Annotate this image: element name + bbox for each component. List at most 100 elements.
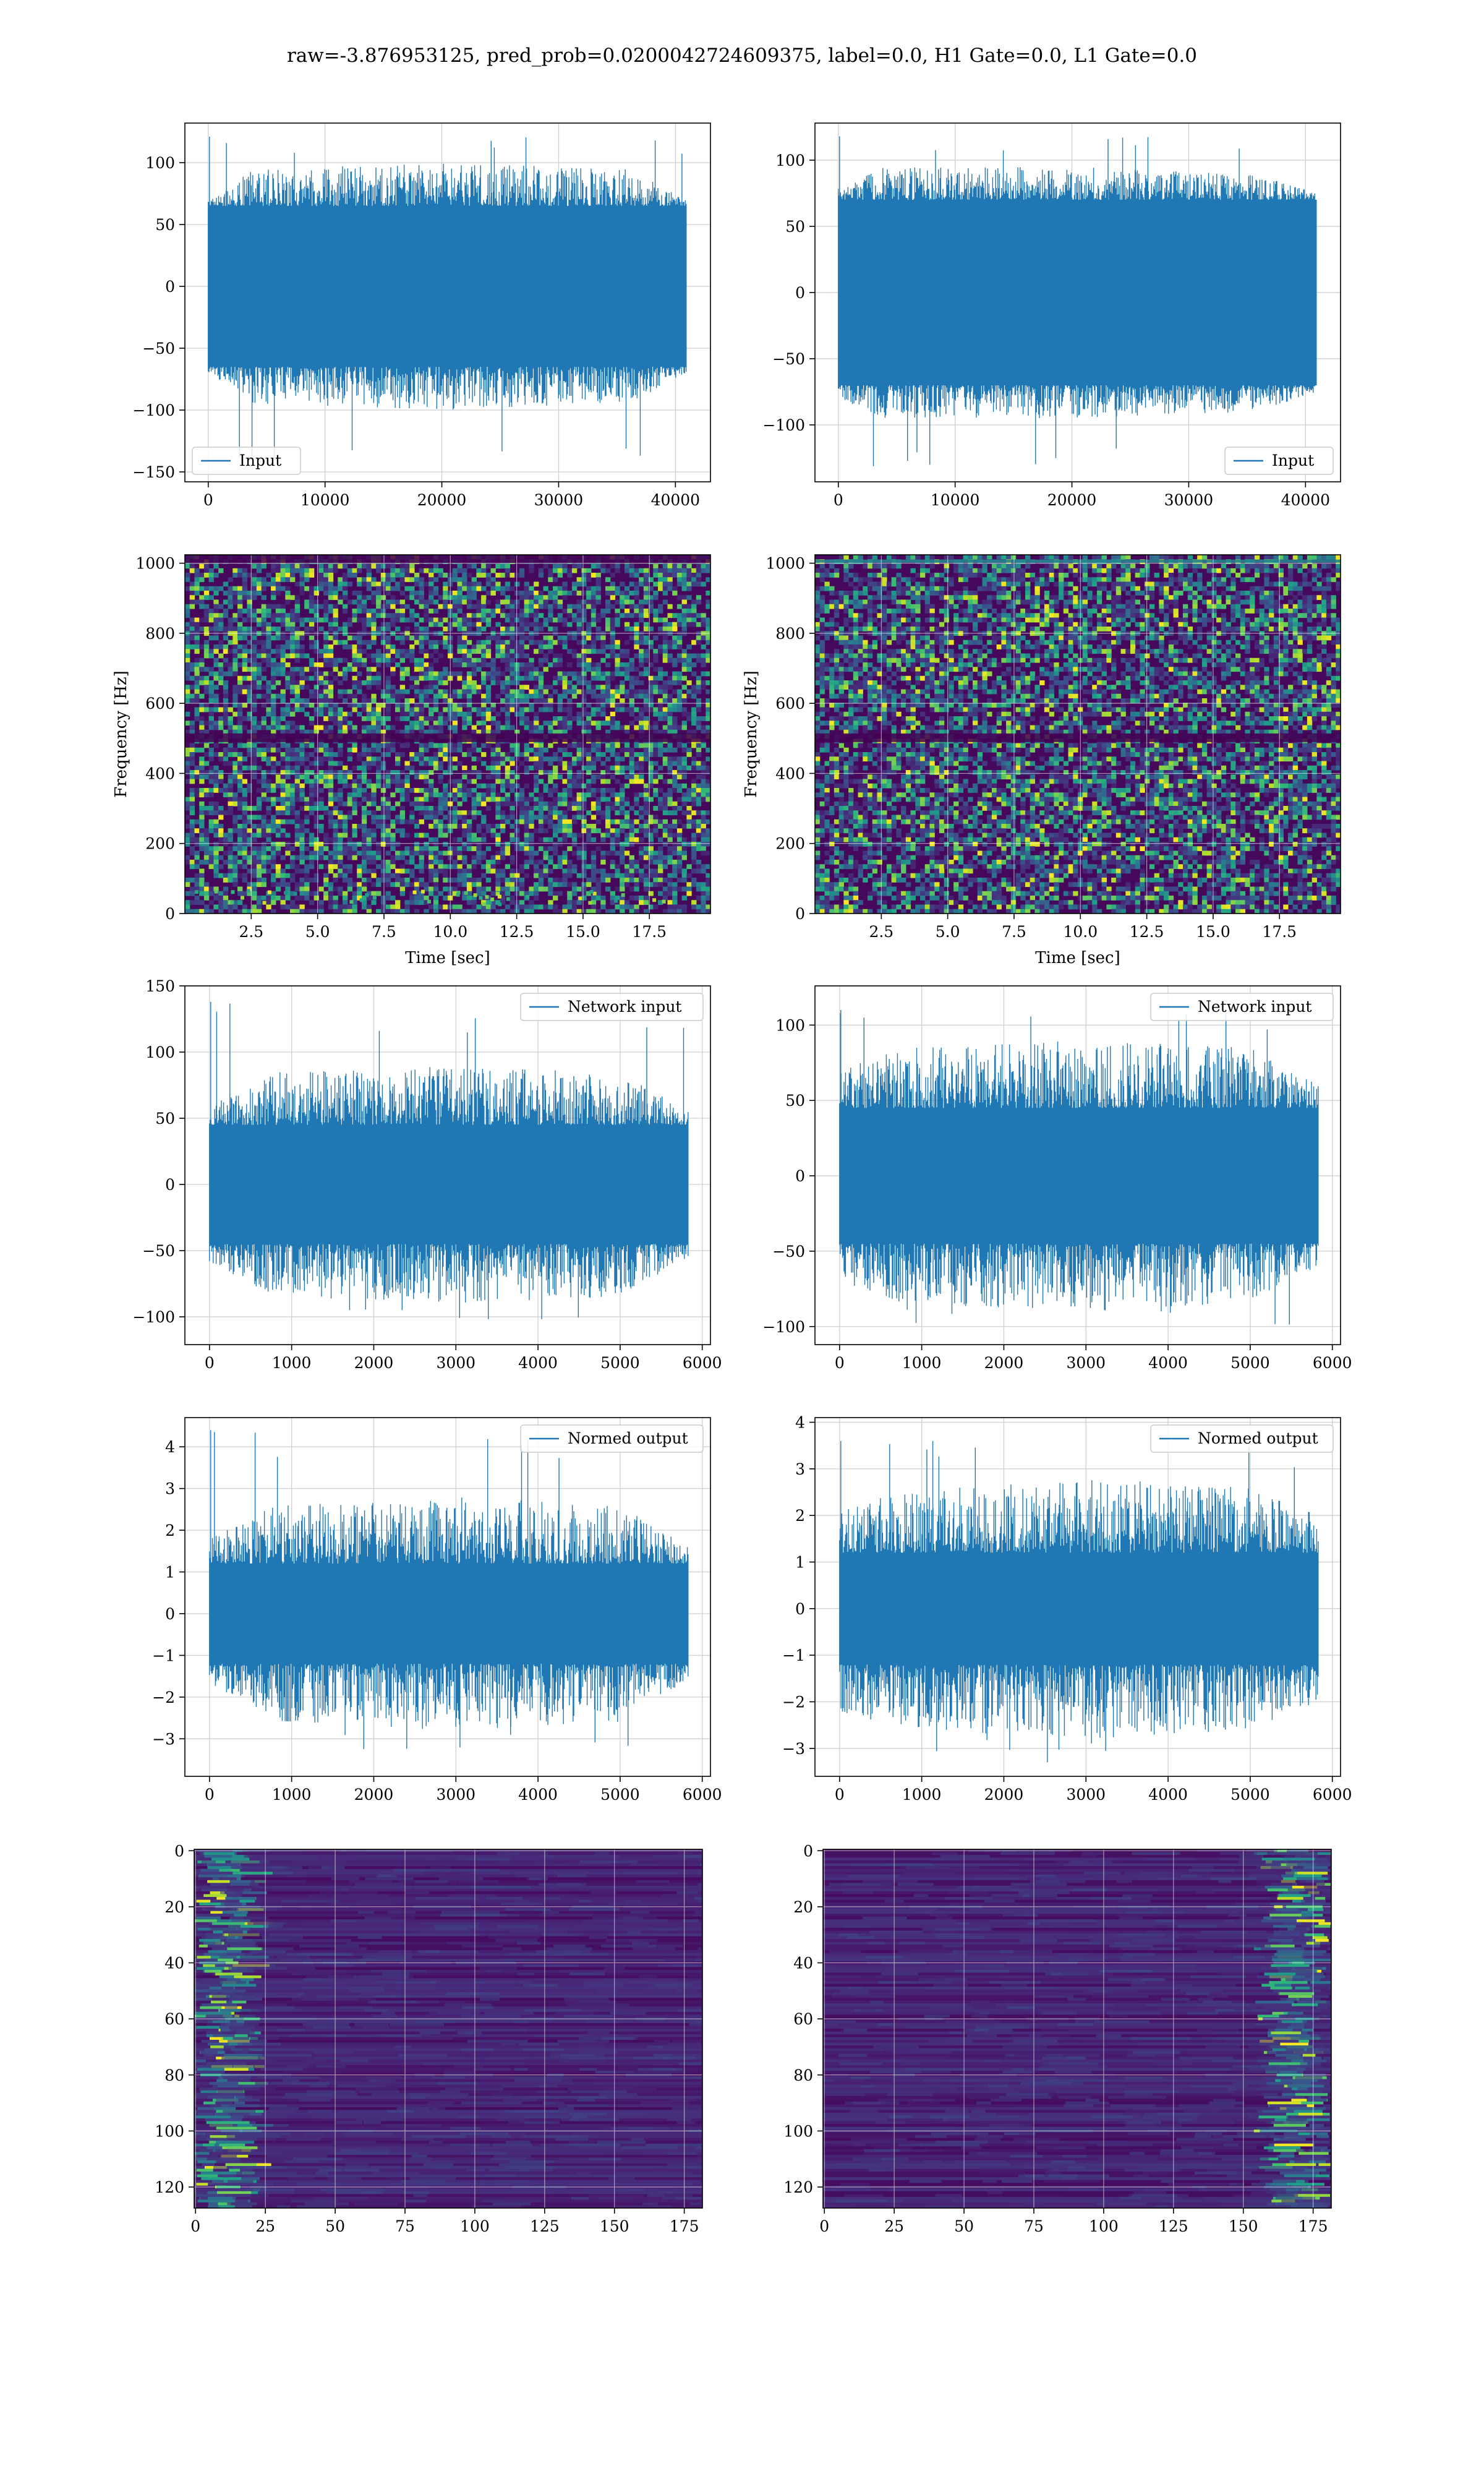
x-tick-label: 0 [835,1786,845,1804]
y-tick-label: 4 [165,1438,175,1456]
series-line [208,137,687,461]
y-tick-label: −3 [782,1740,805,1758]
y-tick-label: 80 [793,2066,813,2084]
grid-lines [194,1849,702,2208]
x-tick-label: 6000 [683,1786,722,1804]
x-tick-label: 100 [1089,2217,1119,2235]
grid-lines [823,1849,1331,2208]
x-tick-label: 1000 [902,1354,942,1372]
y-axis-label: Frequency [Hz] [112,670,130,798]
x-tick-label: 0 [835,1354,845,1372]
y-tick-label: 3 [165,1480,175,1498]
y-tick-label: 1 [165,1564,175,1582]
x-tick-label: 100 [460,2217,490,2235]
y-tick-label: −50 [142,340,175,357]
x-tick-label: 6000 [1313,1354,1352,1372]
y-tick-label: −50 [142,1242,175,1260]
x-axis-label: Time [sec] [1035,949,1120,967]
x-tick-label: 15.0 [566,923,600,941]
x-tick-label: 10000 [301,491,350,509]
y-tick-label: 100 [155,2122,184,2140]
legend: Input [192,447,301,475]
x-tick-label: 4000 [1148,1354,1188,1372]
x-tick-label: 5.0 [305,923,330,941]
heatmap-image [823,1849,1331,2208]
x-tick-label: 10.0 [1063,923,1098,941]
x-axis-label: Time [sec] [405,949,490,967]
panel-row2-right: 2.5 5.0 7.5 10.0 12.5 15.0 17.5 0 200 400 600 800 10… [742,554,1341,967]
x-tick-label: 0 [190,2217,200,2235]
x-tick-label: 50 [325,2217,345,2235]
x-tick-label: 150 [1229,2217,1258,2235]
x-tick-label: 4000 [518,1354,558,1372]
x-tick-label: 12.5 [500,923,534,941]
x-tick-label: 75 [395,2217,415,2235]
x-tick-label: 10.0 [433,923,467,941]
panel-row4-left: 0 1000 2000 3000 4000 5000 6000 −3 −2 −1 0 1 2 3 4 Norm… [152,1417,722,1804]
y-tick-label: 100 [783,2122,813,2140]
series-line [839,1440,1319,1763]
x-tick-label: 6000 [1313,1786,1352,1804]
x-tick-label: 40000 [651,491,701,509]
x-tick-label: 5.0 [936,923,960,941]
y-tick-label: 120 [783,2178,813,2196]
panel-row3-right: 0 1000 2000 3000 4000 5000 6000 −100 −50 0 50 100 Ne… [762,985,1352,1372]
axes-frame [184,1417,711,1777]
x-tick-label: 10000 [931,491,980,509]
x-tick-label: 15.0 [1196,923,1230,941]
x-tick-label: 12.5 [1130,923,1164,941]
x-tick-label: 4000 [1148,1786,1188,1804]
legend-box [520,1424,704,1453]
x-tick-label: 2000 [354,1354,394,1372]
legend: Normed output [520,1424,704,1453]
legend: Network input [520,993,704,1021]
y-tick-label: 0 [795,1167,805,1185]
x-tick-label: 5000 [600,1354,640,1372]
legend-label: Normed output [1198,1429,1318,1447]
y-tick-label: 40 [164,1954,184,1972]
panel-row3-left: 0 1000 2000 3000 4000 5000 6000 −100 −50 0 50 100 15… [132,977,722,1372]
x-tick-label: 25 [255,2217,275,2235]
x-tick-label: 4000 [518,1786,558,1804]
x-tick-label: 125 [530,2217,560,2235]
y-tick-label: −100 [762,1318,805,1336]
x-tick-label: 5000 [1230,1354,1270,1372]
y-tick-label: 2 [795,1507,805,1525]
x-tick-label: 17.5 [1262,923,1297,941]
panel-row1-left: 0 10000 20000 30000 40000 −150 −100 −50 0 50 100 In… [132,122,711,509]
y-tick-label: 120 [155,2178,184,2196]
y-tick-label: −50 [772,350,805,368]
y-tick-label: −1 [152,1646,175,1664]
panel-row5-left: 0 25 50 75 100 125 150 175 0 20 40 60 80 100 120 [155,1842,703,2235]
x-tick-label: 5000 [600,1786,640,1804]
series-line [209,1001,689,1319]
x-tick-label: 30000 [1164,491,1214,509]
x-tick-label: 5000 [1230,1786,1270,1804]
x-tick-label: 50 [954,2217,974,2235]
x-tick-label: 20000 [1047,491,1097,509]
x-tick-label: 75 [1024,2217,1044,2235]
heatmap-image [185,555,710,914]
x-tick-label: 0 [205,1786,215,1804]
axes-frame [184,985,711,1345]
legend-label: Network input [1198,998,1311,1016]
y-tick-label: 0 [165,278,175,296]
y-axis-label: Frequency [Hz] [742,670,761,798]
legend: Normed output [1150,1424,1334,1453]
y-tick-label: 4 [795,1414,805,1432]
y-tick-label: 0 [795,284,805,302]
x-tick-label: 1000 [272,1786,312,1804]
y-tick-label: 100 [145,1043,175,1061]
x-tick-label: 0 [834,491,843,509]
x-tick-label: 3000 [1066,1354,1106,1372]
y-tick-label: 60 [793,2010,813,2028]
y-tick-label: −100 [132,1308,175,1326]
x-tick-label: 1000 [272,1354,312,1372]
x-tick-label: 7.5 [372,923,396,941]
y-tick-label: 80 [164,2066,184,2084]
legend: Network input [1150,993,1334,1021]
y-tick-label: 0 [795,1600,805,1618]
y-tick-label: 200 [145,835,175,853]
legend-label: Input [1272,452,1314,469]
